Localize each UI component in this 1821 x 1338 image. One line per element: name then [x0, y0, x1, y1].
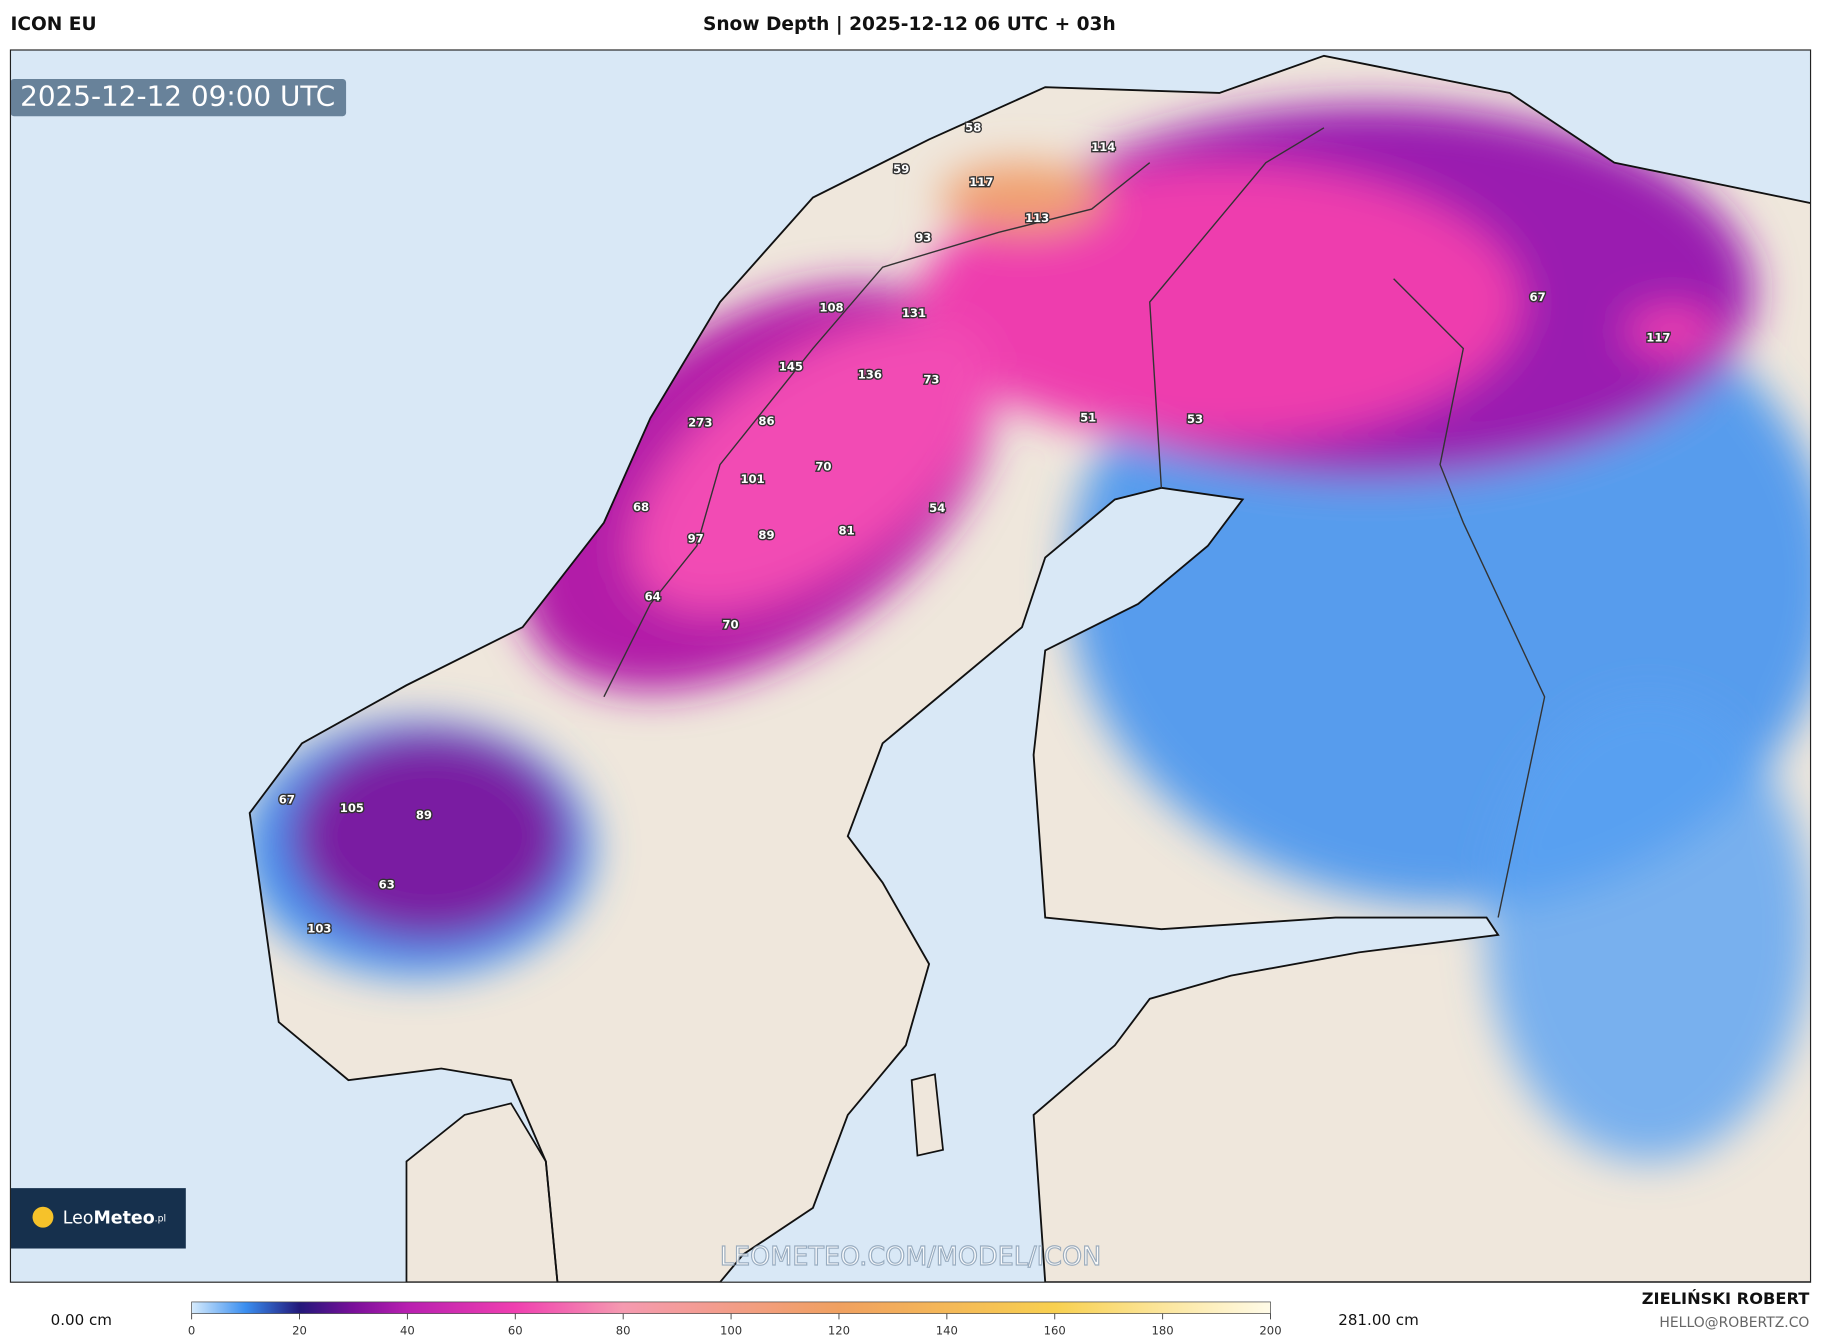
point-label: 70	[815, 459, 831, 473]
point-label: 67	[1530, 290, 1546, 304]
colorbar-ticks: 0 20 40 60 80 100 120 140 160 180 200	[188, 1313, 1282, 1337]
colorbar-max: 281.00 cm	[1338, 1311, 1419, 1329]
point-label: 136	[858, 368, 882, 382]
point-label: 89	[416, 808, 432, 822]
point-label: 103	[307, 922, 331, 936]
colorbar-tick-label: 100	[720, 1323, 742, 1337]
point-label: 93	[915, 231, 931, 245]
colorbar-tick-label: 60	[508, 1323, 523, 1337]
point-label: 105	[340, 801, 364, 815]
point-label: 131	[902, 306, 926, 320]
colorbar-min: 0.00 cm	[51, 1311, 112, 1329]
borders	[603, 127, 1546, 918]
logo-suffix: .pl	[155, 1213, 166, 1224]
colorbar-tick-label: 40	[400, 1323, 415, 1337]
point-label: 63	[379, 878, 395, 892]
point-label: 117	[1646, 331, 1670, 345]
valid-time: 2025-12-12 09:00 UTC	[20, 80, 335, 113]
point-label: 145	[779, 360, 803, 374]
point-label: 51	[1080, 411, 1096, 425]
time-badge	[10, 79, 347, 117]
point-label: 68	[633, 500, 649, 514]
colorbar-tick-label: 180	[1152, 1323, 1174, 1337]
map-title: Snow Depth | 2025-12-12 06 UTC + 03h	[703, 14, 1116, 35]
colorbar-tick-label: 20	[292, 1323, 307, 1337]
point-label: 86	[758, 414, 774, 428]
point-label: 273	[688, 415, 712, 429]
colorbar-tick-label: 200	[1259, 1323, 1281, 1337]
point-label: 64	[645, 589, 661, 603]
point-label: 53	[1187, 412, 1203, 426]
point-label: 108	[819, 300, 843, 314]
point-label: 117	[969, 175, 993, 189]
colorbar-tick-label: 0	[188, 1323, 195, 1337]
model-name: ICON EU	[10, 14, 96, 35]
author: ZIELIŃSKI ROBERT	[1642, 1289, 1810, 1308]
logo-text: LeoMeteo.pl	[63, 1208, 166, 1228]
point-label: 113	[1025, 211, 1049, 225]
watermark: LEOMETEO.COM/MODEL/ICON	[720, 1242, 1101, 1272]
colorbar-tick-label: 120	[828, 1323, 850, 1337]
point-label: 70	[722, 617, 738, 631]
map-frame	[9, 49, 1812, 1283]
logo-bold: Meteo	[93, 1208, 154, 1228]
point-label: 89	[758, 528, 774, 542]
point-label: 54	[929, 501, 945, 515]
map: 58 114 59 117 113 93 108 131 145 136 73 273 86 51 53 10…	[10, 49, 1811, 1283]
email: HELLO@ROBERTZ.CO	[1659, 1315, 1809, 1331]
point-label: 97	[688, 531, 704, 545]
point-label: 67	[279, 793, 295, 807]
point-label: 114	[1091, 140, 1115, 154]
point-label: 81	[839, 523, 855, 537]
land-gotland	[910, 1073, 944, 1157]
colorbar-tick-label: 80	[616, 1323, 631, 1337]
colorbar-tick-label: 140	[936, 1323, 958, 1337]
colorbar-tick-label: 160	[1044, 1323, 1066, 1337]
point-label: 58	[965, 120, 981, 134]
point-label: 59	[893, 162, 909, 176]
snow-field	[249, 104, 1811, 1162]
colorbar	[191, 1301, 1271, 1314]
point-label: 73	[923, 372, 939, 386]
logo-sun	[32, 1206, 54, 1228]
logo-light: Leo	[63, 1208, 94, 1228]
point-labels: 58 114 59 117 113 93 108 131 145 136 73 273 86 51 53 10…	[277, 119, 1672, 937]
point-label: 101	[740, 472, 764, 486]
